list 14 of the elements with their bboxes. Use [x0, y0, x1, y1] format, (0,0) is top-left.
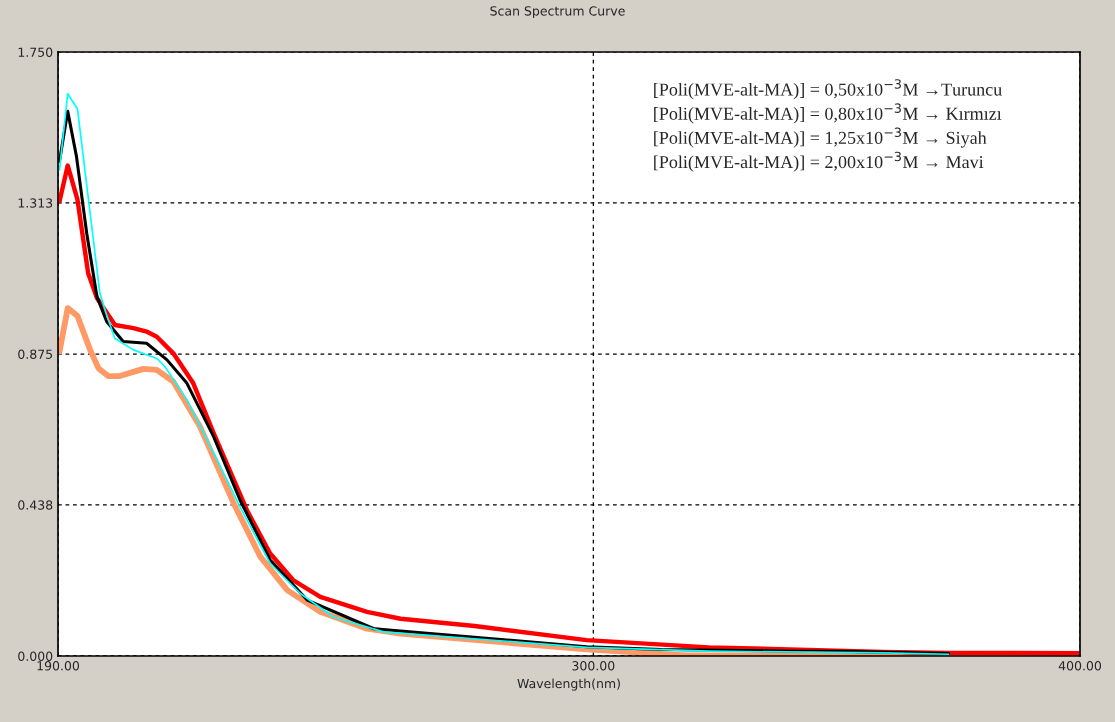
y-tick-label: 0.438: [18, 500, 53, 510]
x-tick-label: 400.00: [1058, 661, 1102, 671]
y-tick-label: 0.875: [18, 349, 53, 359]
y-tick-label: 0.000: [18, 651, 53, 661]
x-tick-label: 300.00: [572, 661, 615, 671]
y-tick-label: 1.750: [18, 47, 53, 57]
annotation: [Poli(MVE-alt-MA)] = 2,00x10$^{−3}$M → Mavi: [654, 151, 984, 172]
y-tick-label: 1.313: [18, 198, 53, 208]
annotation: [Poli(MVE-alt-MA)] = 0,50x10$^{−3}$M →Turuncu: [654, 79, 1002, 100]
x-tick-label: 190.00: [37, 661, 80, 671]
chart-title: Scan Spectrum Curve: [490, 6, 625, 19]
x-axis-title: Wavelength(nm): [517, 678, 620, 691]
annotation: [Poli(MVE-alt-MA)] = 1,25x10$^{−3}$M → Siyah: [654, 127, 987, 148]
annotation: [Poli(MVE-alt-MA)] = 0,80x10$^{−3}$M → Kırmızı: [654, 103, 1002, 124]
